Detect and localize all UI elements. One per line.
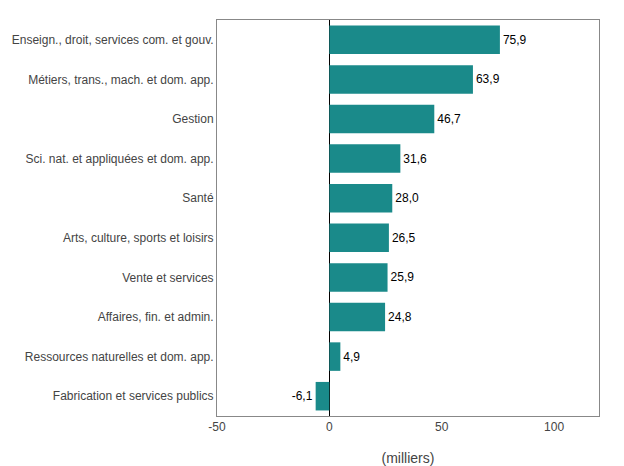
svg-text:46,7: 46,7 [437,112,461,126]
svg-text:-6,1: -6,1 [292,389,313,403]
svg-text:63,9: 63,9 [476,72,500,86]
svg-text:24,8: 24,8 [388,310,412,324]
svg-text:Gestion: Gestion [172,112,213,126]
svg-text:26,5: 26,5 [392,231,416,245]
svg-text:Enseign., droit, services com.: Enseign., droit, services com. et gouv. [12,33,214,47]
svg-text:-50: -50 [208,420,226,434]
svg-text:Ressources naturelles et dom.: Ressources naturelles et dom. app. [25,350,214,364]
svg-text:100: 100 [544,420,564,434]
svg-text:4,9: 4,9 [343,350,360,364]
svg-text:Affaires, fin. et admin.: Affaires, fin. et admin. [98,310,214,324]
svg-text:Sci. nat. et appliquées et dom: Sci. nat. et appliquées et dom. app. [25,152,213,166]
svg-text:(milliers): (milliers) [382,450,435,466]
svg-text:31,6: 31,6 [403,152,427,166]
svg-text:Santé: Santé [182,191,214,205]
svg-text:0: 0 [326,420,333,434]
svg-text:50: 50 [435,420,449,434]
svg-text:28,0: 28,0 [395,191,419,205]
svg-text:Arts, culture, sports et loisi: Arts, culture, sports et loisirs [63,231,214,245]
svg-text:Vente et services: Vente et services [122,271,213,285]
svg-text:75,9: 75,9 [503,33,527,47]
svg-text:Métiers, trans., mach. et dom.: Métiers, trans., mach. et dom. app. [28,73,213,87]
svg-text:25,9: 25,9 [391,270,415,284]
svg-text:Fabrication et services public: Fabrication et services publics [53,389,214,403]
